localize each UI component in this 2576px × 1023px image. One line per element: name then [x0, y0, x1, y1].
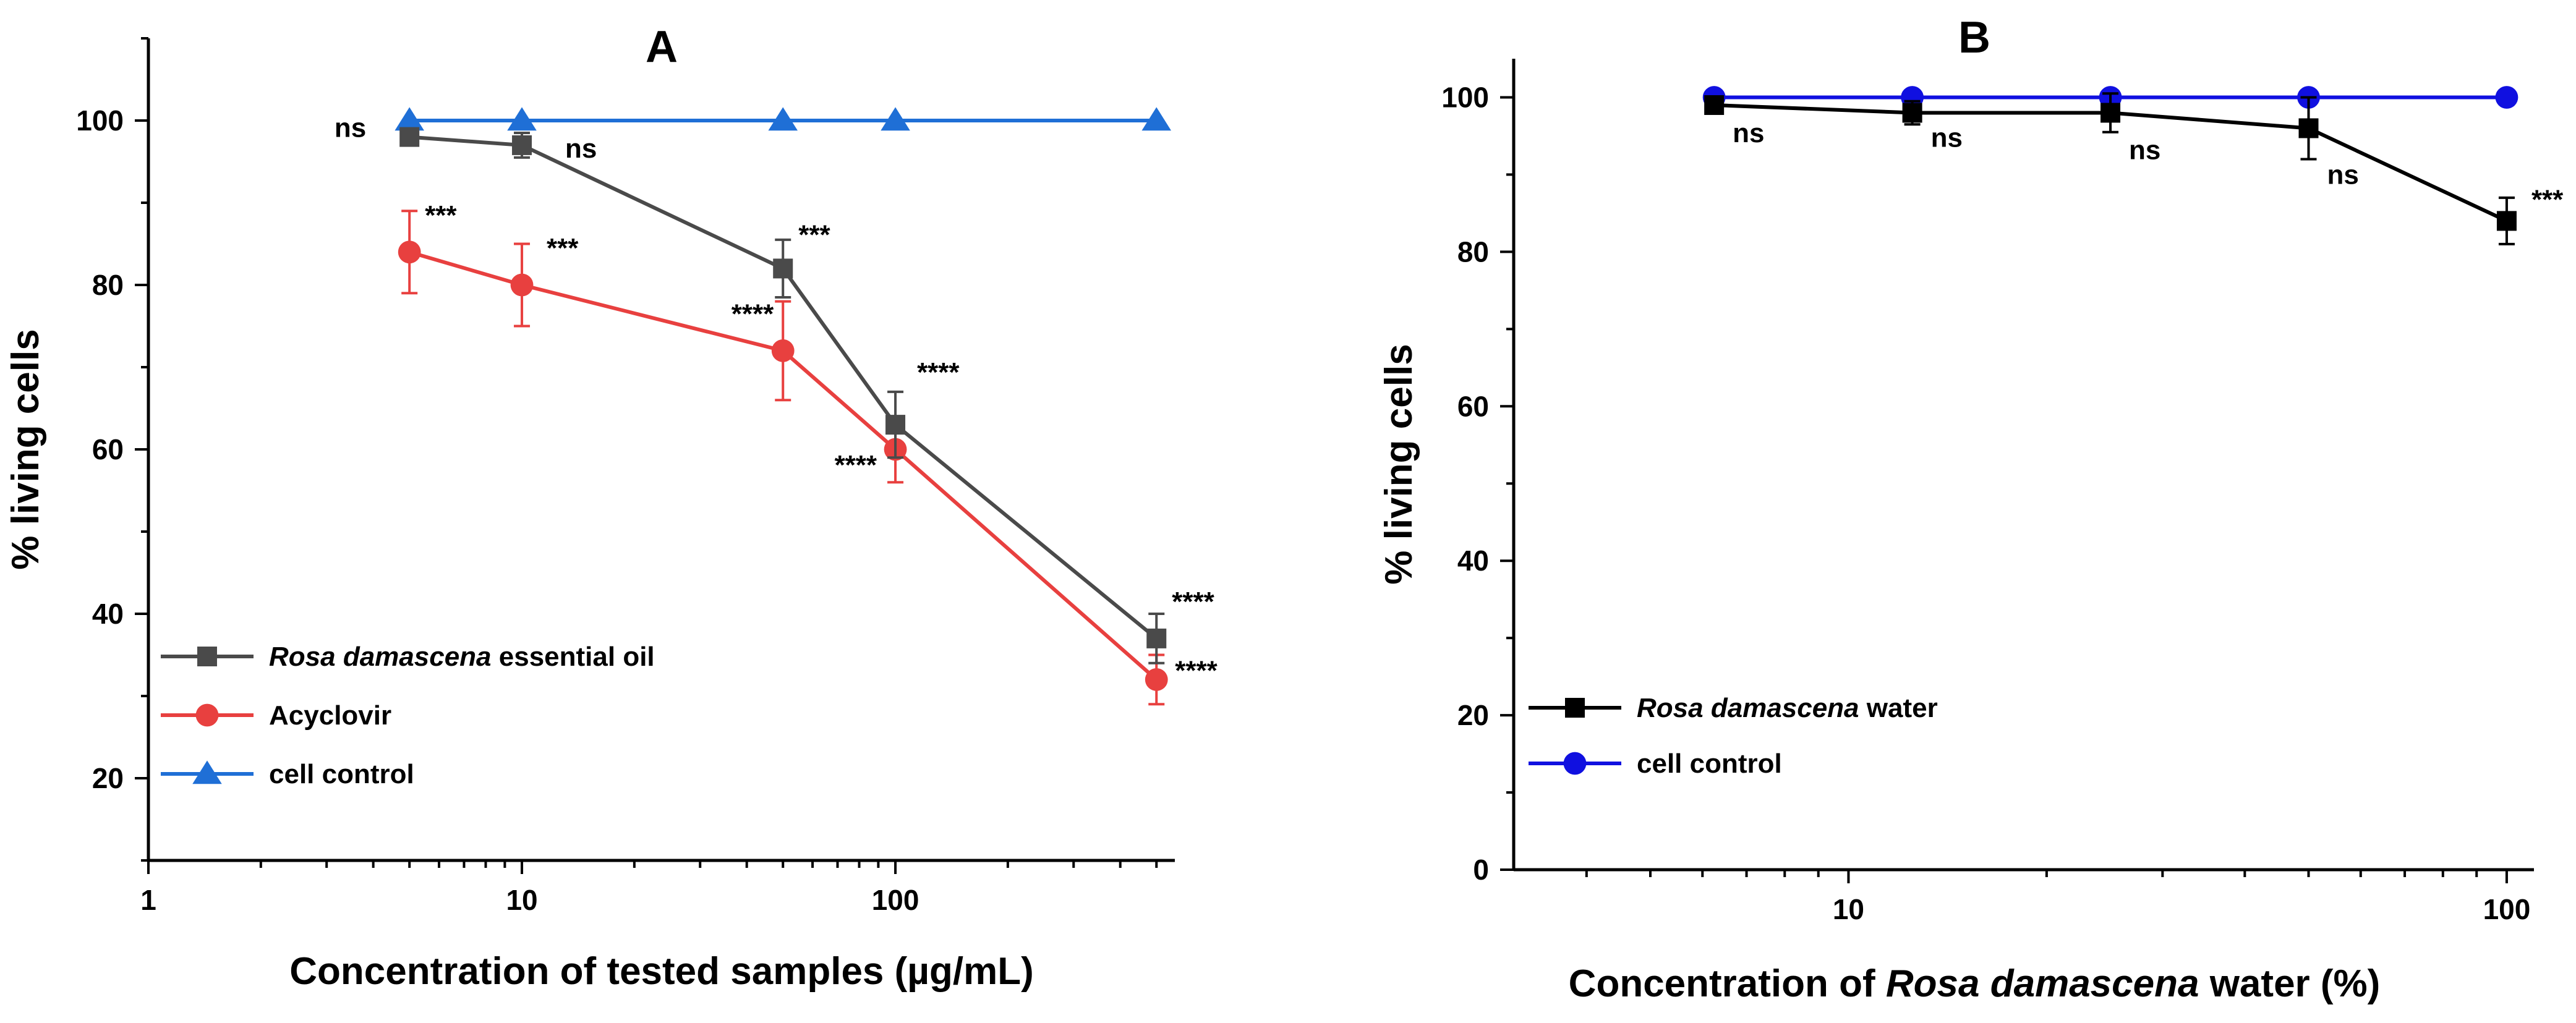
data-point	[885, 415, 906, 435]
y-tick-label: 80	[1457, 236, 1489, 268]
chart-panel-b: B 0 20 40 60 80 100 10 100 % living cells Concentr…	[1378, 13, 2564, 1005]
y-tick-label: 0	[1473, 854, 1489, 886]
x-tick-label: 10	[506, 884, 537, 916]
x-tick-label: 100	[872, 884, 919, 916]
data-point	[398, 240, 421, 264]
series-1: ******************	[398, 200, 1218, 706]
data-point	[507, 107, 537, 131]
x-axis-label-part: Concentration of	[1569, 962, 1886, 1005]
x-tick-label: 1	[140, 884, 156, 916]
data-point	[773, 258, 793, 279]
legend-label: Rosa damascena essential oil	[269, 642, 655, 672]
y-tick-label: 40	[92, 598, 124, 630]
chart-title: A	[646, 22, 678, 72]
x-tick-label: 10	[1833, 893, 1864, 925]
data-point	[2298, 118, 2319, 138]
significance-label: ns	[2327, 159, 2358, 190]
significance-label: ***	[2531, 184, 2564, 214]
significance-label: ns	[335, 113, 366, 143]
data-point	[1146, 628, 1167, 648]
data-point	[881, 107, 910, 131]
legend-label: Rosa damascena water	[1637, 693, 1938, 723]
y-tick-label: 20	[1457, 699, 1489, 731]
data-point	[2100, 103, 2121, 123]
significance-label: ns	[2129, 135, 2160, 165]
y-tick-label: 100	[76, 104, 124, 137]
legend-label: cell control	[269, 759, 414, 789]
data-point	[2496, 211, 2517, 231]
data-point	[1145, 668, 1168, 691]
x-axis-label: Concentration of tested samples (µg/mL)	[289, 950, 1034, 993]
chart-panel-a: A 20 40 60 80 100 1 10 100 % living cells Concentr…	[4, 22, 1218, 993]
significance-label: ****	[835, 450, 877, 480]
significance-label: ***	[547, 233, 579, 263]
chart-title: B	[1958, 13, 1990, 62]
legend: Rosa damascena water cell control	[1529, 693, 1938, 779]
significance-label: ***	[798, 219, 830, 250]
data-point	[512, 135, 532, 155]
data-point	[395, 107, 424, 131]
significance-label: ns	[565, 134, 597, 164]
legend-label: cell control	[1637, 749, 1782, 779]
data-point	[768, 107, 798, 131]
significance-label: ns	[1931, 122, 1963, 153]
y-axis-label: % living cells	[1378, 344, 1420, 584]
legend-marker	[197, 647, 217, 666]
legend-label-italic: Rosa damascena	[269, 642, 492, 672]
data-point	[1704, 95, 1725, 115]
significance-label: ns	[1733, 118, 1764, 148]
legend-marker	[195, 703, 219, 727]
significance-label: ****	[917, 357, 960, 388]
legend-label-rest: essential oil	[492, 642, 655, 672]
y-tick-label: 60	[1457, 390, 1489, 422]
y-tick-label: 60	[92, 433, 124, 465]
x-axis-label-part: water (%)	[2199, 962, 2380, 1005]
y-tick-label: 20	[92, 762, 124, 794]
x-tick-label: 100	[2483, 893, 2531, 925]
y-tick-label: 100	[1441, 81, 1489, 113]
legend-marker	[1565, 698, 1585, 718]
data-point	[1141, 107, 1172, 131]
y-axis-label: % living cells	[4, 329, 47, 569]
series-2	[395, 107, 1172, 131]
legend-marker	[192, 760, 222, 784]
series-0: ns ns ns ns ***	[1704, 92, 2564, 245]
data-point	[510, 273, 534, 297]
y-tick-label: 80	[92, 269, 124, 301]
data-point	[399, 127, 420, 147]
significance-label: ****	[1172, 587, 1214, 617]
significance-label: ***	[425, 200, 457, 231]
x-axis-label: Concentration of Rosa damascena water (%…	[1569, 962, 2381, 1005]
data-point	[2495, 86, 2518, 109]
significance-label: ****	[731, 299, 774, 329]
legend-label-rest: water	[1859, 693, 1938, 723]
significance-label: ****	[1175, 655, 1218, 686]
legend-marker	[1563, 752, 1587, 775]
legend-label: Acyclovir	[269, 700, 391, 731]
x-axis-label-italic: Rosa damascena	[1886, 962, 2199, 1005]
y-tick-label: 40	[1457, 545, 1489, 577]
data-point	[771, 339, 795, 362]
legend-label-italic: Rosa damascena	[1637, 693, 1859, 723]
data-point	[1902, 103, 1922, 123]
legend: Rosa damascena essential oil Acyclovir cel…	[161, 642, 655, 789]
